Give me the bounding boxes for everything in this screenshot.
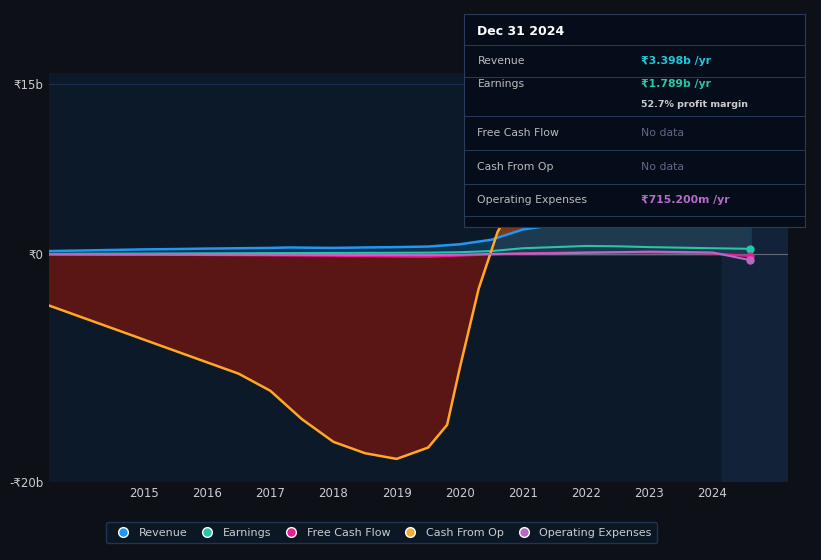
Text: ₹3.398b /yr: ₹3.398b /yr bbox=[641, 56, 711, 66]
Text: 52.7% profit margin: 52.7% profit margin bbox=[641, 100, 748, 109]
Legend: Revenue, Earnings, Free Cash Flow, Cash From Op, Operating Expenses: Revenue, Earnings, Free Cash Flow, Cash … bbox=[106, 522, 658, 544]
Text: Earnings: Earnings bbox=[478, 79, 525, 88]
Text: No data: No data bbox=[641, 128, 684, 138]
Text: ₹1.789b /yr: ₹1.789b /yr bbox=[641, 79, 711, 88]
Text: Revenue: Revenue bbox=[478, 56, 525, 66]
Text: Cash From Op: Cash From Op bbox=[478, 162, 554, 172]
Text: Operating Expenses: Operating Expenses bbox=[478, 195, 588, 205]
Text: No data: No data bbox=[641, 162, 684, 172]
Bar bbox=[722, 73, 788, 482]
Text: Dec 31 2024: Dec 31 2024 bbox=[478, 25, 565, 38]
Text: Free Cash Flow: Free Cash Flow bbox=[478, 128, 559, 138]
Text: ₹715.200m /yr: ₹715.200m /yr bbox=[641, 195, 730, 205]
